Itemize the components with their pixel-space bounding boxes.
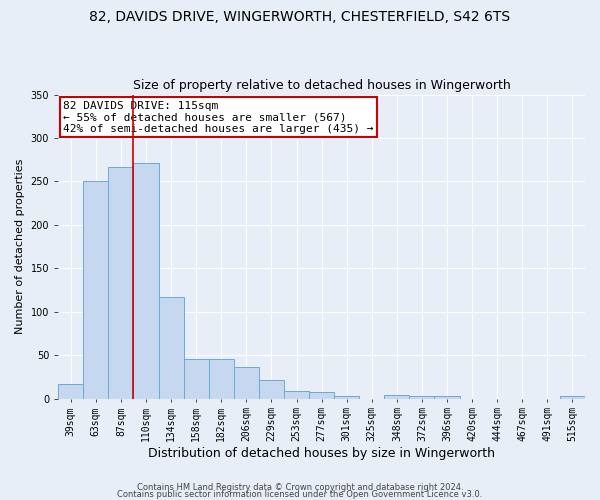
Bar — [234, 368, 259, 398]
Text: Contains HM Land Registry data © Crown copyright and database right 2024.: Contains HM Land Registry data © Crown c… — [137, 484, 463, 492]
Bar — [133, 163, 158, 398]
Bar — [259, 380, 284, 398]
Bar — [309, 392, 334, 398]
Title: Size of property relative to detached houses in Wingerworth: Size of property relative to detached ho… — [133, 79, 511, 92]
Bar — [58, 384, 83, 398]
Y-axis label: Number of detached properties: Number of detached properties — [15, 159, 25, 334]
Bar — [158, 297, 184, 398]
Text: 82, DAVIDS DRIVE, WINGERWORTH, CHESTERFIELD, S42 6TS: 82, DAVIDS DRIVE, WINGERWORTH, CHESTERFI… — [89, 10, 511, 24]
Text: Contains public sector information licensed under the Open Government Licence v3: Contains public sector information licen… — [118, 490, 482, 499]
Bar — [385, 395, 409, 398]
Bar — [184, 358, 209, 399]
Bar — [83, 182, 109, 398]
Bar — [560, 396, 585, 398]
Text: 82 DAVIDS DRIVE: 115sqm
← 55% of detached houses are smaller (567)
42% of semi-d: 82 DAVIDS DRIVE: 115sqm ← 55% of detache… — [64, 100, 374, 134]
Bar — [409, 396, 434, 398]
Bar — [109, 166, 133, 398]
Bar — [209, 358, 234, 399]
X-axis label: Distribution of detached houses by size in Wingerworth: Distribution of detached houses by size … — [148, 447, 495, 460]
Bar — [334, 396, 359, 398]
Bar — [434, 396, 460, 398]
Bar — [284, 390, 309, 398]
